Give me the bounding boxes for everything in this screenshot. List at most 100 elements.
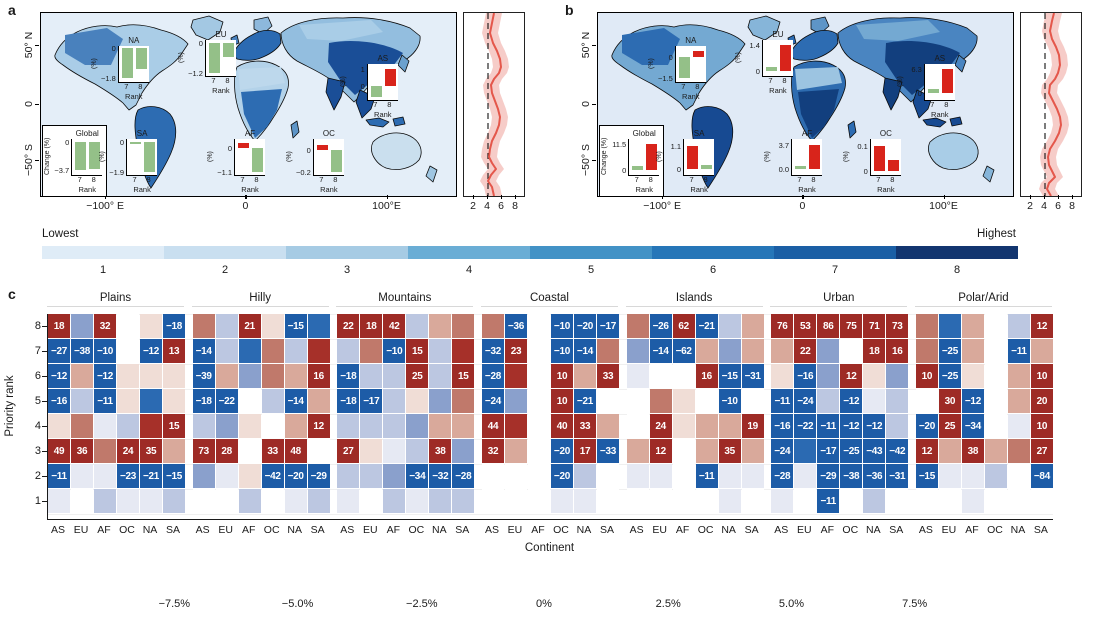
heatmap-cell: 18 [48,314,70,338]
inset-bar-rank-8 [330,150,342,172]
heatmap-cell [238,464,261,488]
heatmap-cell: 33 [261,439,284,463]
heatmap-groups: 18 32 −18 −27 −38 −10 −12 13 −12 −12 −16 −11 15 49 36 2… [48,314,1053,513]
heatmap-cell [481,464,504,488]
inset-y-tick: 0.1 [857,141,868,151]
group-header-islands: Islands [625,292,763,307]
heatmap-cell [504,414,527,438]
heatmap-cell: 19 [741,414,764,438]
continent-label-af: AF [820,524,834,536]
map-y-tick-mark [35,103,39,105]
heatmap-cell [1007,414,1030,438]
group-header-coastal: Coastal [480,292,618,307]
heatmap-cell [261,339,284,363]
map-x-tick-mark [105,195,107,199]
heatmap-cell: −32 [481,339,504,363]
map-x-tick-label: 100°E [929,200,958,212]
heatmap-cell: −24 [771,439,794,463]
inset-title: SA [693,129,705,139]
heatmap-cell: 16 [307,364,330,388]
inset-plot [628,138,660,176]
continent-label-sa: SA [165,524,180,536]
heatmap-cell [192,414,215,438]
heatmap-cell [48,414,70,438]
heatmap-cell [215,464,238,488]
heatmap-cell [984,489,1007,513]
heatmap-cell: 86 [817,314,840,338]
heatmap-cell [771,489,794,513]
pct-tick-label: −5.0% [281,598,314,610]
continent-label-eu: EU [363,524,378,536]
inset-x-axis-title: Rank [241,185,259,195]
heatmap-cell: −36 [504,314,527,338]
inset-y-axis-title: (%) [207,151,214,163]
continent-label-na: NA [721,524,736,536]
heatmap-cell [383,389,406,413]
heatmap-cell: −21 [695,314,718,338]
inset-title: AF [244,129,256,139]
inset-plot [366,64,398,102]
heatmap-cell [718,314,741,338]
heatmap-cell [649,364,672,388]
rank-colorbar-lowest-label: Lowest [42,228,79,240]
map-x-tick-label: −100° E [86,200,125,212]
heatmap-cell [140,389,162,413]
heatmap-cell: −22 [794,414,817,438]
continent-label-as: AS [340,524,355,536]
zonal-x-tick-label: 4 [484,200,490,212]
pct-tick-label: −2.5% [406,598,438,610]
zonal-x-tick-mark [1058,195,1060,199]
heatmap-cell [1030,339,1053,363]
heatmap-cell [360,364,383,388]
heatmap-cell [672,389,695,413]
inset-title: Global [75,128,99,138]
heatmap-cell: 73 [886,314,909,338]
inset-bar-rank-8 [692,50,704,57]
inset-plot [869,139,901,177]
inset-y-tick: 0 [676,164,682,174]
heatmap-cell [695,414,718,438]
panel-b-label: b [565,2,574,18]
continent-label-group: AS EU AF OC NA SA [47,524,184,536]
continent-label-sa: SA [455,524,470,536]
heatmap-cell: −24 [481,389,504,413]
heatmap-cell [360,439,383,463]
heatmap-cell: 15 [163,414,185,438]
rank-label-8: 8 [24,314,47,338]
inset-y-tick: 0 [306,146,311,156]
heatmap-cell [504,389,527,413]
heatmap-cell: −14 [649,339,672,363]
heatmap-cell [215,414,238,438]
inset-y-ticks: 1.1 0 [666,139,683,175]
inset-y-tick: −1.9 [109,167,125,177]
heatmap-cell [649,389,672,413]
heatmap-cell: 27 [337,439,360,463]
inset-x-tick: 8 [146,175,151,185]
heatmap-cell [527,489,550,513]
inset-bar-rank-7 [765,67,777,72]
continent-label-oc: OC [263,524,280,536]
inset-plot [71,138,103,176]
heatmap-cell [984,364,1007,388]
heatmap-y-axis-title: Priority rank [4,375,16,437]
inset-bar-rank-8 [222,42,234,58]
continent-label-eu: EU [218,524,233,536]
rank-colorbar-tick-label: 8 [953,264,961,276]
heatmap-cell [938,439,961,463]
heatmap-cell [672,364,695,388]
inset-y-ticks: 0 −1.8 [101,44,118,83]
heatmap-cell [307,489,330,513]
heatmap-cell: −23 [117,464,139,488]
heatmap-cell [94,414,116,438]
heatmap-cell: −10 [383,339,406,363]
continent-label-na: NA [287,524,302,536]
inset-na-chart: NA (%) 0 −1.5 7 8 Rank [648,35,707,102]
heatmap-cell [117,339,139,363]
inset-na-chart: NA (%) 0 −1.8 7 8 Rank [91,35,150,102]
zonal-mean-chart [480,12,509,197]
continent-label-af: AF [97,524,111,536]
heatmap-cell: −38 [71,339,93,363]
heatmap-cell [938,464,961,488]
heatmap-cell [307,314,330,338]
inset-x-axis-title: Rank [374,110,392,120]
